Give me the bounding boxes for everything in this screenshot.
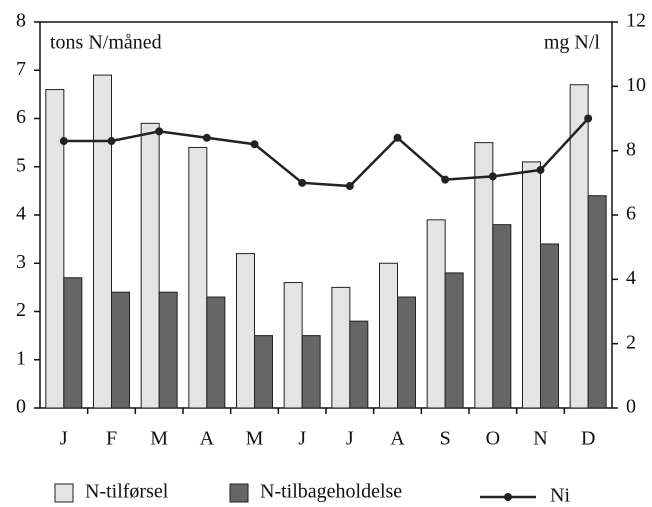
bar <box>474 142 494 409</box>
point <box>107 137 116 146</box>
point <box>584 114 593 123</box>
y-tick-label: 2 <box>16 299 26 321</box>
legend-swatch <box>504 493 512 501</box>
point <box>345 182 354 191</box>
bar <box>301 335 321 409</box>
point <box>298 178 307 187</box>
line <box>63 117 590 188</box>
x-tick-label: J <box>346 428 354 450</box>
x-tick-label: M <box>150 428 168 450</box>
bar <box>140 122 160 409</box>
y2-tick-label: 6 <box>626 203 636 225</box>
bar <box>93 74 112 409</box>
legend-label: N-tilførsel <box>85 481 169 503</box>
x-tick-label: A <box>390 428 405 450</box>
bar <box>283 282 303 409</box>
bar <box>331 286 351 409</box>
bar <box>45 89 65 409</box>
legend-label: Ni <box>550 485 570 507</box>
point <box>441 175 450 184</box>
bar <box>188 146 208 409</box>
bar <box>254 335 273 409</box>
y-tick-label: 0 <box>16 396 26 418</box>
y-axis-label: tons N/måned <box>50 32 162 54</box>
y-tick-label: 6 <box>16 106 26 128</box>
y2-tick-label: 0 <box>626 396 636 418</box>
y2-tick-label: 4 <box>626 267 636 289</box>
legend-swatch <box>54 483 74 503</box>
y2-tick-label: 10 <box>626 74 646 96</box>
bar <box>444 272 464 409</box>
point <box>536 165 545 174</box>
point <box>202 133 211 142</box>
bar <box>206 296 226 409</box>
x-tick-label: S <box>440 428 451 450</box>
y-tick-label: 4 <box>16 203 26 225</box>
bar <box>426 219 446 409</box>
bar <box>158 291 178 409</box>
point <box>488 172 497 181</box>
legend-swatch <box>229 483 249 503</box>
x-tick-label: J <box>60 428 68 450</box>
bar <box>587 195 607 409</box>
x-tick-label: M <box>246 428 264 450</box>
y2-tick-label: 8 <box>626 138 636 160</box>
point <box>155 127 164 136</box>
y2-tick-label: 12 <box>626 10 646 32</box>
legend-label: N-tilbageholdelse <box>260 481 402 503</box>
y-tick-label: 7 <box>16 58 26 80</box>
y-tick-label: 1 <box>16 347 26 369</box>
bar <box>236 253 255 409</box>
y-tick-label: 3 <box>16 251 26 273</box>
point <box>59 137 68 146</box>
bar <box>522 161 541 409</box>
bar <box>397 296 416 409</box>
x-tick-label: O <box>486 428 500 450</box>
bar <box>63 277 83 409</box>
x-tick-label: A <box>200 428 215 450</box>
y-tick-label: 8 <box>16 10 26 32</box>
bar <box>349 320 369 409</box>
x-tick-label: F <box>106 428 117 450</box>
x-tick-label: J <box>298 428 306 450</box>
bar <box>111 291 130 409</box>
bar <box>492 224 512 409</box>
x-tick-label: N <box>533 428 547 450</box>
point <box>393 133 402 142</box>
point <box>250 140 259 149</box>
bar <box>540 243 559 409</box>
bar <box>379 262 398 409</box>
x-tick-label: D <box>581 428 595 450</box>
y-tick-label: 5 <box>16 154 26 176</box>
y2-axis-label: mg N/l <box>544 32 601 54</box>
y2-tick-label: 2 <box>626 331 636 353</box>
